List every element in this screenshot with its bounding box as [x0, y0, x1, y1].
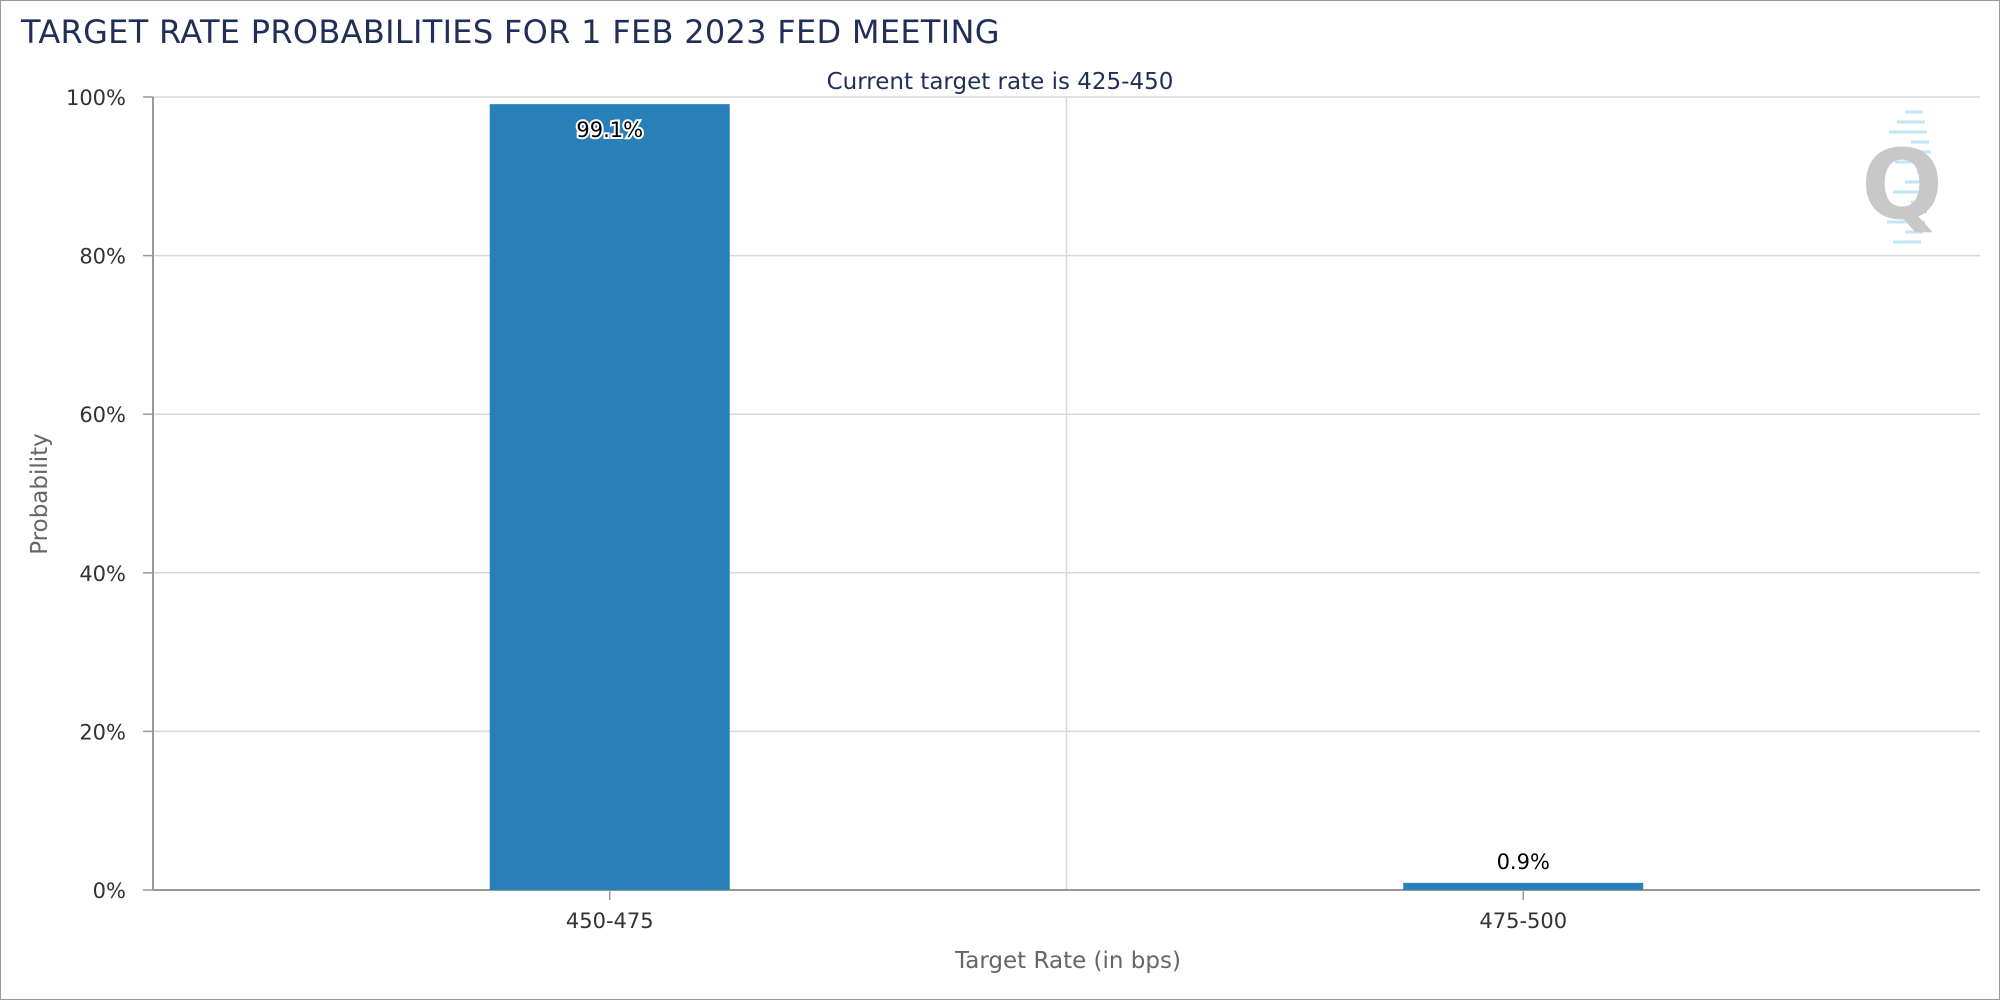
y-tick-label: 20%	[79, 720, 126, 744]
y-tick-label: 0%	[93, 879, 126, 903]
bar-475-500	[1403, 882, 1644, 890]
y-tick-label: 40%	[79, 562, 126, 586]
bars	[489, 104, 1644, 890]
chart-subtitle: Current target rate is 425-450	[827, 69, 1174, 95]
svg-text:Q: Q	[1861, 129, 1943, 241]
data-labels: 99.1% 0.9%	[574, 116, 1550, 874]
data-label-475-500: 0.9%	[1497, 850, 1550, 874]
y-tick-label: 60%	[79, 403, 126, 427]
q-logo-icon: Q	[1861, 110, 1943, 244]
chart-title: TARGET RATE PROBABILITIES FOR 1 FEB 2023…	[21, 13, 1000, 51]
y-axis-title: Probability	[27, 433, 53, 555]
bar-450-475	[489, 104, 730, 890]
x-tick-label: 450-475	[566, 909, 654, 933]
data-label-450-475: 99.1%	[576, 118, 643, 142]
y-tick-label: 100%	[66, 86, 126, 110]
tick-labels: 0% 20% 40% 60% 80% 100% 450-475 475-500	[66, 86, 1567, 933]
y-tick-label: 80%	[79, 245, 126, 269]
x-axis-title: Target Rate (in bps)	[954, 948, 1181, 974]
x-tick-label: 475-500	[1479, 909, 1567, 933]
gridlines	[153, 96, 1980, 891]
axes	[143, 96, 1980, 900]
